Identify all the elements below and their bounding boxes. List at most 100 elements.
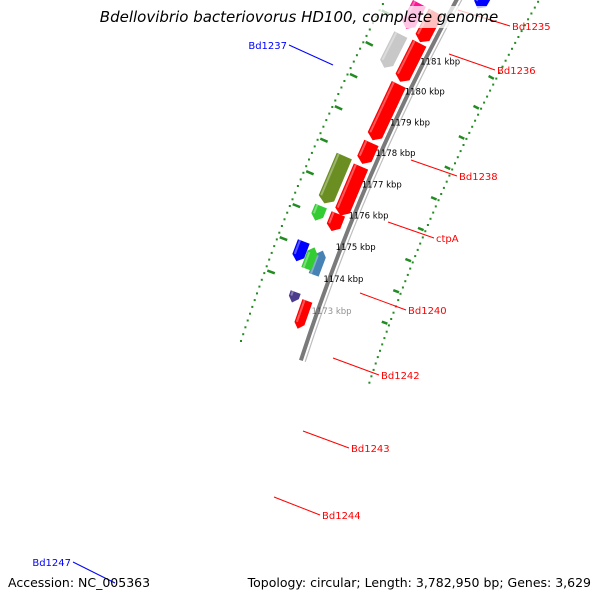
gene-bd1237-green-highlight [302, 251, 311, 268]
gene-label-ctpa[interactable]: ctpA [436, 234, 459, 245]
gc-dot-outer [365, 34, 368, 37]
gc-dot-inner [411, 261, 414, 264]
kbp-tick [458, 134, 465, 140]
gc-dot-outer [331, 106, 334, 108]
backbone-line [298, 0, 459, 362]
gene-bd1243-arrow[interactable] [380, 31, 408, 68]
gc-dot-inner [533, 6, 536, 9]
kbp-tick [488, 74, 495, 80]
gc-dot-outer [355, 54, 358, 57]
gene-bd1238-arrow[interactable] [311, 203, 327, 221]
gc-dot-inner [527, 18, 530, 21]
gc-dot-outer [334, 99, 337, 102]
gc-dot-inner [401, 286, 404, 289]
gc-dot-outer [319, 132, 322, 135]
kbp-tick [430, 195, 438, 201]
gc-dot-inner [392, 311, 395, 314]
summary-text: Topology: circular; Length: 3,782,950 bp… [247, 575, 591, 590]
gene-ctpa-red-arrow[interactable] [335, 163, 369, 216]
gene-bd1242-arrow[interactable] [367, 80, 406, 141]
gc-dot-inner [424, 230, 427, 233]
gc-dot-inner [507, 53, 510, 56]
gc-dot-outer [283, 218, 286, 221]
gc-dot-inner [483, 101, 486, 104]
gc-dot-outer [286, 211, 289, 214]
outer-tick [334, 105, 343, 111]
gc-dot-inner [440, 193, 443, 195]
backbone-inner-line [304, 0, 463, 362]
gc-dot-inner [514, 41, 517, 44]
gene-label-bd1238[interactable]: Bd1238 [459, 172, 498, 183]
gc-dot-outer [260, 278, 263, 281]
gene-ctpa-red-highlight [336, 164, 357, 208]
gene-bd1242-highlight [369, 81, 395, 133]
gc-dot-outer [381, 3, 384, 5]
gc-dot-inner [459, 150, 462, 153]
gene-bd1237-blue-highlight [293, 239, 301, 255]
gene-label-bd1242[interactable]: Bd1242 [381, 371, 420, 382]
gc-dot-inner [504, 59, 507, 62]
gc-dot-inner [465, 137, 468, 140]
gene-bd1236-arrow[interactable] [288, 290, 301, 303]
gene-bd1235-highlight [295, 299, 306, 323]
gene-label-bd1237[interactable]: Bd1237 [248, 41, 287, 52]
gc-dot-outer [359, 47, 362, 50]
outer-tick [292, 202, 301, 209]
kbp-label: 1179 kbp [390, 118, 430, 128]
gc-dot-outer [302, 171, 305, 174]
gene-bd1238-red-arrow[interactable] [326, 211, 346, 232]
gc-dot-inner [492, 83, 495, 86]
gc-dot-inner [434, 205, 437, 208]
gene-label-bd1247[interactable]: Bd1247 [32, 558, 71, 569]
gc-dot-outer [294, 191, 297, 194]
gc-dot-outer [273, 245, 276, 248]
gene-label-bd1243[interactable]: Bd1243 [351, 444, 390, 455]
gc-dot-outer [313, 145, 316, 148]
kbp-label: 1178 kbp [376, 149, 416, 159]
gc-dot-inner [520, 30, 523, 33]
gc-dot-inner [530, 12, 533, 15]
gc-dot-inner [517, 36, 520, 38]
gene-label-bd1244[interactable]: Bd1244 [322, 511, 361, 522]
gene-bd1237-arrow[interactable] [308, 250, 326, 277]
gene-label-bd1236[interactable]: Bd1236 [497, 66, 536, 77]
gc-dot-outer [322, 125, 325, 128]
leader-line-bd1243 [302, 430, 350, 449]
gene-bd1243-red-arrow[interactable] [395, 39, 427, 82]
gc-dot-outer [240, 340, 242, 342]
gc-dot-inner [445, 180, 448, 183]
gc-dot-inner [429, 217, 432, 220]
kbp-label: 1174 kbp [323, 275, 363, 285]
leader-line-bd1236 [448, 53, 496, 71]
gene-bd1240-highlight [358, 140, 368, 157]
leader-line-bd1244 [273, 496, 321, 516]
gene-label-bd1240[interactable]: Bd1240 [408, 306, 447, 317]
gene-bd1237-green-arrow[interactable] [301, 247, 318, 271]
gc-dot-inner [498, 71, 501, 74]
gc-dot-inner [468, 131, 471, 134]
outer-tick [365, 40, 374, 47]
gc-dot-inner [381, 343, 384, 346]
gene-bd1237-blue-arrow[interactable] [292, 239, 310, 262]
gc-dot-outer [253, 299, 256, 302]
leader-line-ctpa [387, 221, 435, 239]
kbp-label: 1173 kbp [312, 307, 352, 317]
gc-dot-inner [437, 199, 440, 202]
gc-dot-inner [414, 255, 417, 258]
gc-dot-outer [337, 93, 340, 95]
outer-tick [349, 72, 358, 79]
kbp-label: 1180 kbp [405, 88, 445, 98]
gc-dot-inner [399, 292, 402, 295]
gc-dot-outer [288, 205, 291, 207]
gc-dot-inner [397, 299, 400, 302]
gene-bd1235-arrow[interactable] [294, 299, 313, 329]
gc-dot-inner [448, 174, 451, 177]
gene-bd1240-arrow[interactable] [357, 139, 379, 164]
outer-tick [305, 170, 315, 176]
kbp-label: 1177 kbp [362, 180, 402, 190]
gc-dot-outer [346, 73, 349, 76]
gene-label-bd1235[interactable]: Bd1235 [512, 22, 551, 33]
gene-ctpa-arrow[interactable] [318, 152, 352, 204]
gc-dot-outer [352, 60, 355, 63]
